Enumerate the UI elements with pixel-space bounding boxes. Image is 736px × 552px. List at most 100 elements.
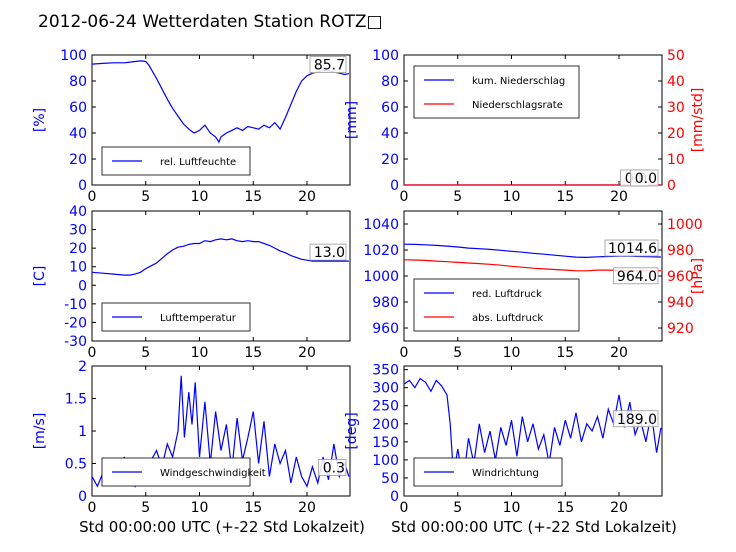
x-tick-label-winddirection: 5 bbox=[453, 500, 462, 516]
y-tick-label-winddirection: 150 bbox=[372, 435, 399, 451]
y2-tick-label-pressure: 980 bbox=[667, 243, 694, 259]
y-tick-label-pressure: 980 bbox=[372, 295, 399, 311]
y-axis-label-temperature: [C] bbox=[32, 266, 48, 287]
value-label-humidity: 85.7 bbox=[314, 58, 345, 74]
x-tick-label-temperature: 0 bbox=[88, 345, 97, 361]
x-axis-label-left: Std 00:00:00 UTC (+-22 Std Lokalzeit) bbox=[79, 518, 365, 536]
value-label-windspeed: 0.3 bbox=[323, 461, 345, 477]
y2-tick-label-precipitation: 10 bbox=[667, 152, 685, 168]
plot-frame-humidity bbox=[91, 54, 351, 186]
series-line-humidity-0 bbox=[92, 60, 350, 144]
y-tick-label-precipitation: 0 bbox=[390, 178, 399, 194]
value-label-temperature: 13.0 bbox=[314, 245, 345, 261]
y-tick-label-temperature: 30 bbox=[69, 223, 87, 239]
x-tick-label-windspeed: 15 bbox=[244, 500, 262, 516]
x-tick-label-temperature: 20 bbox=[298, 345, 316, 361]
legend-box-winddirection bbox=[413, 457, 563, 487]
y-tick-label-precipitation: 80 bbox=[381, 74, 399, 90]
y-tick-label-winddirection: 250 bbox=[372, 399, 399, 415]
y-tick-label-temperature: 40 bbox=[69, 204, 87, 220]
x-tick-label-temperature: 5 bbox=[141, 345, 150, 361]
y-axis-label-humidity: [%] bbox=[32, 108, 48, 132]
y-tick-label-windspeed: 1.5 bbox=[65, 392, 87, 408]
y-tick-label-pressure: 1040 bbox=[363, 217, 399, 233]
y-tick-label-winddirection: 50 bbox=[381, 471, 399, 487]
legend-label-pressure-1: abs. Luftdruck bbox=[472, 313, 543, 324]
value-label-precipitation: 0.0 bbox=[635, 171, 657, 187]
y-tick-label-winddirection: 100 bbox=[372, 453, 399, 469]
legend-box-precipitation bbox=[413, 65, 580, 119]
legend-label-humidity-0: rel. Luftfeuchte bbox=[160, 157, 236, 168]
x-tick-label-windspeed: 20 bbox=[298, 500, 316, 516]
y-tick-label-precipitation: 20 bbox=[381, 152, 399, 168]
value-label-box-humidity bbox=[309, 56, 347, 73]
y2-tick-label-precipitation: 40 bbox=[667, 74, 685, 90]
x-axis-label-right: Std 00:00:00 UTC (+-22 Std Lokalzeit) bbox=[391, 518, 677, 536]
y-tick-label-humidity: 100 bbox=[60, 48, 87, 64]
y-tick-label-humidity: 80 bbox=[69, 74, 87, 90]
x-tick-label-precipitation: 15 bbox=[556, 189, 574, 205]
x-tick-label-humidity: 20 bbox=[298, 189, 316, 205]
y-tick-label-windspeed: 0.5 bbox=[65, 457, 87, 473]
x-tick-label-precipitation: 0 bbox=[400, 189, 409, 205]
y2-tick-label-pressure: 1000 bbox=[667, 217, 703, 233]
x-tick-label-humidity: 10 bbox=[191, 189, 209, 205]
y-tick-label-humidity: 20 bbox=[69, 152, 87, 168]
value-label-pressure: 1014.6 bbox=[608, 241, 657, 257]
x-tick-label-winddirection: 15 bbox=[556, 500, 574, 516]
x-tick-label-humidity: 15 bbox=[244, 189, 262, 205]
y-tick-label-temperature: -30 bbox=[64, 334, 87, 350]
value-label-box-pressure bbox=[613, 267, 659, 285]
x-tick-label-pressure: 5 bbox=[453, 345, 462, 361]
x-tick-label-pressure: 15 bbox=[556, 345, 574, 361]
legend-label-precipitation-1: Niederschlagsrate bbox=[472, 100, 563, 111]
legend-label-precipitation-0: kum. Niederschlag bbox=[472, 76, 565, 87]
x-tick-label-precipitation: 5 bbox=[453, 189, 462, 205]
y-tick-label-precipitation: 100 bbox=[372, 48, 399, 64]
x-tick-label-winddirection: 10 bbox=[503, 500, 521, 516]
value-label-box-windspeed bbox=[318, 459, 347, 476]
value-label-box-winddirection bbox=[613, 410, 659, 428]
y-tick-label-humidity: 60 bbox=[69, 100, 87, 116]
series-line-temperature-0 bbox=[92, 238, 349, 276]
y-tick-label-pressure: 1000 bbox=[363, 269, 399, 285]
x-tick-label-temperature: 10 bbox=[191, 345, 209, 361]
y-tick-label-winddirection: 350 bbox=[372, 363, 399, 379]
y-tick-label-winddirection: 200 bbox=[372, 417, 399, 433]
y-tick-label-temperature: -10 bbox=[64, 297, 87, 313]
x-tick-label-precipitation: 20 bbox=[610, 189, 628, 205]
y2-axis-label-precipitation: [mm/std] bbox=[690, 88, 706, 153]
value-label-winddirection: 189.0 bbox=[617, 412, 657, 428]
y2-tick-label-precipitation: 30 bbox=[667, 100, 685, 116]
legend-label-pressure-0: red. Luftdruck bbox=[472, 289, 542, 300]
series-line-winddirection-0 bbox=[404, 377, 662, 482]
legend-label-winddirection-0: Windrichtung bbox=[472, 468, 539, 479]
x-tick-label-winddirection: 20 bbox=[610, 500, 628, 516]
value-label-box-precipitation bbox=[630, 169, 659, 187]
y-axis-label-winddirection: [deg] bbox=[344, 412, 360, 449]
value-label-pressure: 964.0 bbox=[617, 269, 657, 285]
legend-label-windspeed-0: Windgeschwindigkeit bbox=[160, 468, 266, 479]
x-tick-label-temperature: 15 bbox=[244, 345, 262, 361]
x-tick-label-pressure: 10 bbox=[503, 345, 521, 361]
y-tick-label-precipitation: 40 bbox=[381, 126, 399, 142]
x-tick-label-pressure: 0 bbox=[400, 345, 409, 361]
y-tick-label-windspeed: 2 bbox=[78, 359, 87, 375]
y2-tick-label-pressure: 960 bbox=[667, 269, 694, 285]
y2-tick-label-pressure: 940 bbox=[667, 295, 694, 311]
x-tick-label-windspeed: 0 bbox=[88, 500, 97, 516]
y-tick-label-humidity: 40 bbox=[69, 126, 87, 142]
x-tick-label-precipitation: 10 bbox=[503, 189, 521, 205]
y-tick-label-precipitation: 60 bbox=[381, 100, 399, 116]
x-tick-label-humidity: 5 bbox=[141, 189, 150, 205]
x-tick-label-winddirection: 0 bbox=[400, 500, 409, 516]
y-tick-label-temperature: 20 bbox=[69, 241, 87, 257]
y-tick-label-windspeed: 1 bbox=[78, 424, 87, 440]
x-tick-label-windspeed: 5 bbox=[141, 500, 150, 516]
y2-tick-label-pressure: 920 bbox=[667, 321, 694, 337]
x-tick-label-humidity: 0 bbox=[88, 189, 97, 205]
plot-frame-winddirection bbox=[403, 365, 663, 497]
y-tick-label-temperature: 0 bbox=[78, 278, 87, 294]
y-axis-label-precipitation: [mm] bbox=[344, 101, 360, 139]
